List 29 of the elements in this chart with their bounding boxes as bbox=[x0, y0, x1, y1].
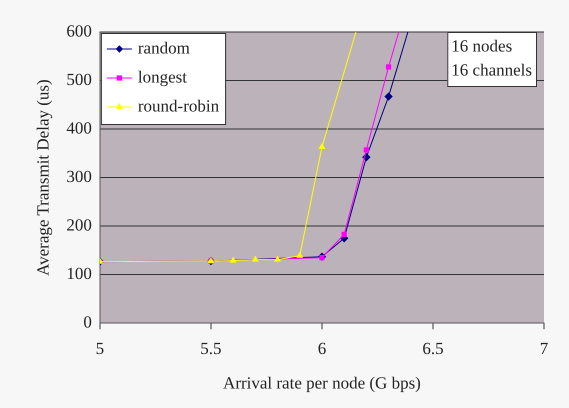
legend-label: round-robin bbox=[138, 96, 220, 116]
x-tick-label: 7 bbox=[540, 338, 549, 358]
x-tick-label: 6.5 bbox=[422, 338, 444, 358]
point bbox=[364, 147, 369, 153]
annotation: 16 nodes bbox=[451, 36, 512, 56]
x-axis-title: Arrival rate per node (G bps) bbox=[223, 373, 421, 392]
y-tick-label: 400 bbox=[66, 118, 92, 138]
y-tick-label: 300 bbox=[66, 167, 92, 186]
point bbox=[252, 256, 258, 262]
x-tick-label: 5 bbox=[96, 338, 104, 358]
point bbox=[319, 255, 325, 260]
x-tick-label: 5.5 bbox=[200, 338, 222, 358]
point bbox=[274, 256, 281, 262]
y-tick-label: 600 bbox=[66, 21, 92, 40]
point bbox=[318, 144, 326, 150]
point bbox=[384, 92, 393, 101]
point bbox=[342, 232, 347, 238]
legend-label: random bbox=[138, 38, 190, 58]
y-tick-label: 100 bbox=[66, 264, 92, 284]
point bbox=[296, 252, 303, 258]
y-axis-title: Average Transmit Delay (us) bbox=[34, 79, 53, 276]
legend-label: longest bbox=[138, 67, 188, 86]
y-tick-label: 500 bbox=[66, 70, 92, 89]
point bbox=[386, 64, 392, 70]
y-tick-label: 200 bbox=[66, 216, 92, 235]
annotation: 16 channels bbox=[451, 60, 532, 80]
y-tick-label: 0 bbox=[83, 312, 92, 332]
x-tick-label: 6 bbox=[318, 338, 326, 358]
point bbox=[230, 257, 236, 263]
